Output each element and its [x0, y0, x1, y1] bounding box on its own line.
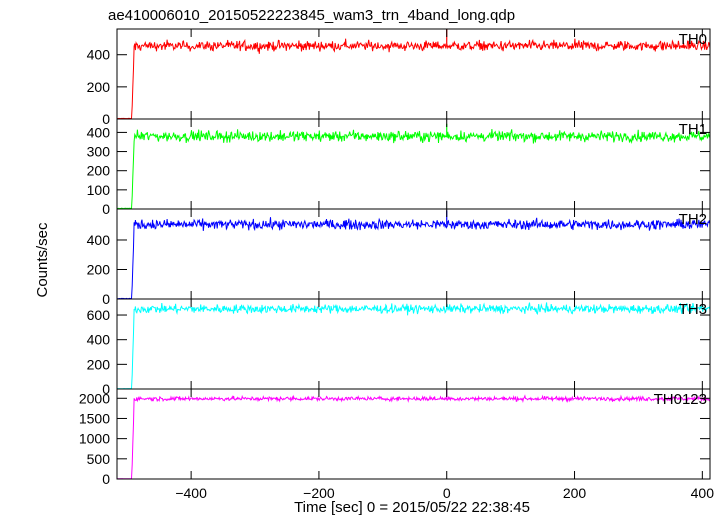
y-tick-label: 400	[87, 124, 111, 140]
x-tick-label: 200	[563, 485, 587, 501]
series-label-th3: TH3	[679, 301, 707, 318]
panel-th2: 0 200 400 TH2	[87, 208, 711, 307]
y-tick-label: 0	[102, 381, 110, 397]
y-tick-label: 100	[87, 182, 111, 198]
y-tick-label: 400	[87, 232, 111, 248]
x-axis-label: Time [sec] 0 = 2015/05/22 22:38:45	[294, 499, 530, 516]
y-tick-label: 0	[102, 471, 110, 487]
y-tick-label: 1000	[79, 431, 110, 447]
y-tick-label: 400	[87, 47, 111, 63]
y-tick-label: 300	[87, 144, 111, 160]
chart-title: ae410006010_20150522223845_wam3_trn_4ban…	[108, 7, 515, 24]
series-line-th2	[117, 217, 711, 300]
panel-th0123: 0 500 1000 1500 2000 TH0123	[79, 388, 711, 487]
y-axis-label: Counts/sec	[34, 222, 51, 298]
series-line-th3	[117, 302, 711, 390]
y-tick-label: 600	[87, 307, 111, 323]
y-tick-label: 400	[87, 332, 111, 348]
y-tick-label: 2000	[79, 390, 110, 406]
y-tick-label: 200	[87, 261, 111, 277]
y-tick-label: 200	[87, 79, 111, 95]
y-tick-label: 1500	[79, 410, 110, 426]
x-tick-label: −200	[303, 485, 335, 501]
series-label-th0123: TH0123	[654, 391, 707, 408]
series-line-th1	[116, 128, 711, 210]
y-tick-label: 0	[102, 291, 110, 307]
x-tick-label: 400	[691, 485, 715, 501]
panel-th1: 0 100 200 300 400 TH1	[87, 118, 711, 217]
y-tick-label: 0	[102, 111, 110, 127]
series-line-th0	[116, 38, 711, 120]
panel-th0: 0 200 400 TH0	[87, 28, 711, 127]
series-label-th0: TH0	[679, 31, 707, 48]
series-line-th0123	[117, 394, 711, 480]
x-tick-label: 0	[443, 485, 451, 501]
y-tick-label: 200	[87, 163, 111, 179]
panel-frame	[116, 118, 711, 210]
y-tick-label: 200	[87, 356, 111, 372]
y-tick-label: 0	[102, 201, 110, 217]
panel-th3: 0 200 400 600 TH3	[87, 298, 711, 397]
panel-frame	[116, 388, 711, 480]
series-label-th1: TH1	[679, 121, 707, 138]
series-label-th2: TH2	[679, 211, 707, 228]
y-tick-label: 500	[87, 451, 111, 467]
x-tick-label: −400	[175, 485, 207, 501]
